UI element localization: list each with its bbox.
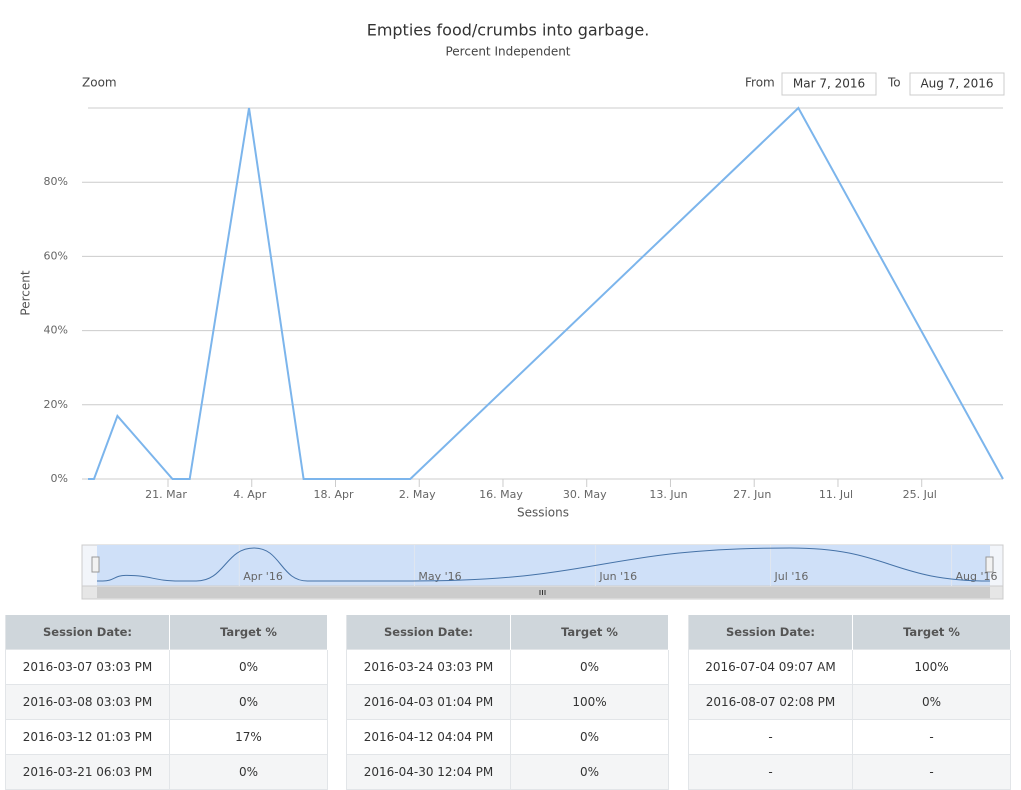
table-row: 2016-04-30 12:04 PM 0% [346, 754, 669, 790]
y-tick-label: 80% [44, 175, 68, 188]
empty-cell: - [852, 754, 1011, 790]
navigator-tick-label: Apr '16 [243, 570, 283, 583]
y-tick-label: 0% [51, 472, 68, 485]
header-row: Session Date: Target % [346, 615, 669, 650]
x-tick-label: 2. May [399, 488, 436, 501]
y-axis-label: Percent [19, 270, 33, 315]
y-tick-label: 40% [44, 324, 68, 337]
navigator-tick-label: Jun '16 [598, 570, 637, 583]
target-percent: 17% [169, 719, 328, 755]
x-tick-label: 30. May [563, 488, 607, 501]
header-row: Session Date: Target % [5, 615, 328, 650]
table-row: 2016-03-12 01:03 PM 17% [5, 719, 328, 755]
navigator-tick-label: May '16 [418, 570, 461, 583]
session-date: 2016-08-07 02:08 PM [688, 684, 853, 720]
from-value[interactable]: Mar 7, 2016 [793, 77, 865, 91]
table-row: -- [688, 754, 1011, 790]
column-header: Session Date: [5, 615, 170, 650]
session-date: 2016-07-04 09:07 AM [688, 649, 853, 685]
scroll-grip [539, 590, 546, 595]
table-row: 2016-03-07 03:03 PM 0% [5, 649, 328, 685]
navigator-handle[interactable] [91, 556, 100, 573]
zoom-label: Zoom [82, 76, 117, 90]
column-header: Session Date: [688, 615, 853, 650]
target-percent: 0% [510, 649, 669, 685]
x-tick-label: 21. Mar [145, 488, 187, 501]
column-header: Target % [169, 615, 328, 650]
from-input[interactable] [781, 72, 877, 96]
from-label: From [745, 76, 775, 90]
column-header: Target % [852, 615, 1011, 650]
target-percent: 0% [169, 684, 328, 720]
session-date: 2016-03-08 03:03 PM [5, 684, 170, 720]
session-table: Session Date: Target % 2016-03-24 03:03 PM… [346, 615, 669, 790]
navigator-handle[interactable] [985, 556, 994, 573]
table-row: 2016-07-04 09:07 AM 100% [688, 649, 1011, 685]
navigator-line [97, 547, 991, 582]
chart-subtitle: Percent Independent [445, 45, 570, 59]
target-percent: 0% [169, 754, 328, 790]
to-label: To [887, 76, 901, 90]
y-tick-label: 20% [44, 398, 68, 411]
session-date: 2016-04-03 01:04 PM [346, 684, 511, 720]
to-input[interactable] [909, 72, 1005, 96]
to-value[interactable]: Aug 7, 2016 [920, 77, 993, 91]
table-row: 2016-03-24 03:03 PM 0% [346, 649, 669, 685]
session-date: 2016-04-12 04:04 PM [346, 719, 511, 755]
session-date: 2016-04-30 12:04 PM [346, 754, 511, 790]
table-row: 2016-04-03 01:04 PM 100% [346, 684, 669, 720]
table-row: -- [688, 719, 1011, 755]
x-tick-label: 25. Jul [903, 488, 937, 501]
empty-cell: - [852, 719, 1011, 755]
session-date: 2016-03-07 03:03 PM [5, 649, 170, 685]
target-percent: 0% [510, 719, 669, 755]
navigator-selection[interactable] [97, 545, 990, 586]
table-row: 2016-08-07 02:08 PM 0% [688, 684, 1011, 720]
header-row: Session Date: Target % [688, 615, 1011, 650]
x-tick-label: 27. Jun [733, 488, 771, 501]
scrollbar-thumb[interactable] [97, 587, 990, 598]
y-tick-label: 60% [44, 249, 68, 262]
target-percent: 100% [852, 649, 1011, 685]
navigator-tick-label: Aug '16 [956, 570, 998, 583]
table-row: 2016-04-12 04:04 PM 0% [346, 719, 669, 755]
session-date: 2016-03-24 03:03 PM [346, 649, 511, 685]
session-date: 2016-03-12 01:03 PM [5, 719, 170, 755]
x-tick-label: 16. May [479, 488, 523, 501]
x-axis-label: Sessions [517, 506, 569, 520]
target-percent: 0% [169, 649, 328, 685]
table-row: 2016-03-21 06:03 PM 0% [5, 754, 328, 790]
x-tick-label: 18. Apr [313, 488, 353, 501]
column-header: Session Date: [346, 615, 511, 650]
table-row: 2016-03-08 03:03 PM 0% [5, 684, 328, 720]
target-percent: 0% [852, 684, 1011, 720]
column-header: Target % [510, 615, 669, 650]
navigator-tick-label: Jul '16 [774, 570, 809, 583]
target-percent: 100% [510, 684, 669, 720]
chart-title: Empties food/crumbs into garbage. [367, 21, 650, 40]
empty-cell: - [688, 754, 853, 790]
line [88, 106, 1004, 480]
x-tick-label: 4. Apr [233, 488, 266, 501]
target-percent: 0% [510, 754, 669, 790]
session-table: Session Date: Target % 2016-07-04 09:07 AM… [688, 615, 1011, 790]
chart: Empties food/crumbs into garbage. Percen… [19, 21, 1005, 600]
x-tick-label: 13. Jun [649, 488, 687, 501]
session-date: 2016-03-21 06:03 PM [5, 754, 170, 790]
x-tick-label: 11. Jul [819, 488, 853, 501]
empty-cell: - [688, 719, 853, 755]
session-table: Session Date: Target % 2016-03-07 03:03 PM… [5, 615, 328, 790]
